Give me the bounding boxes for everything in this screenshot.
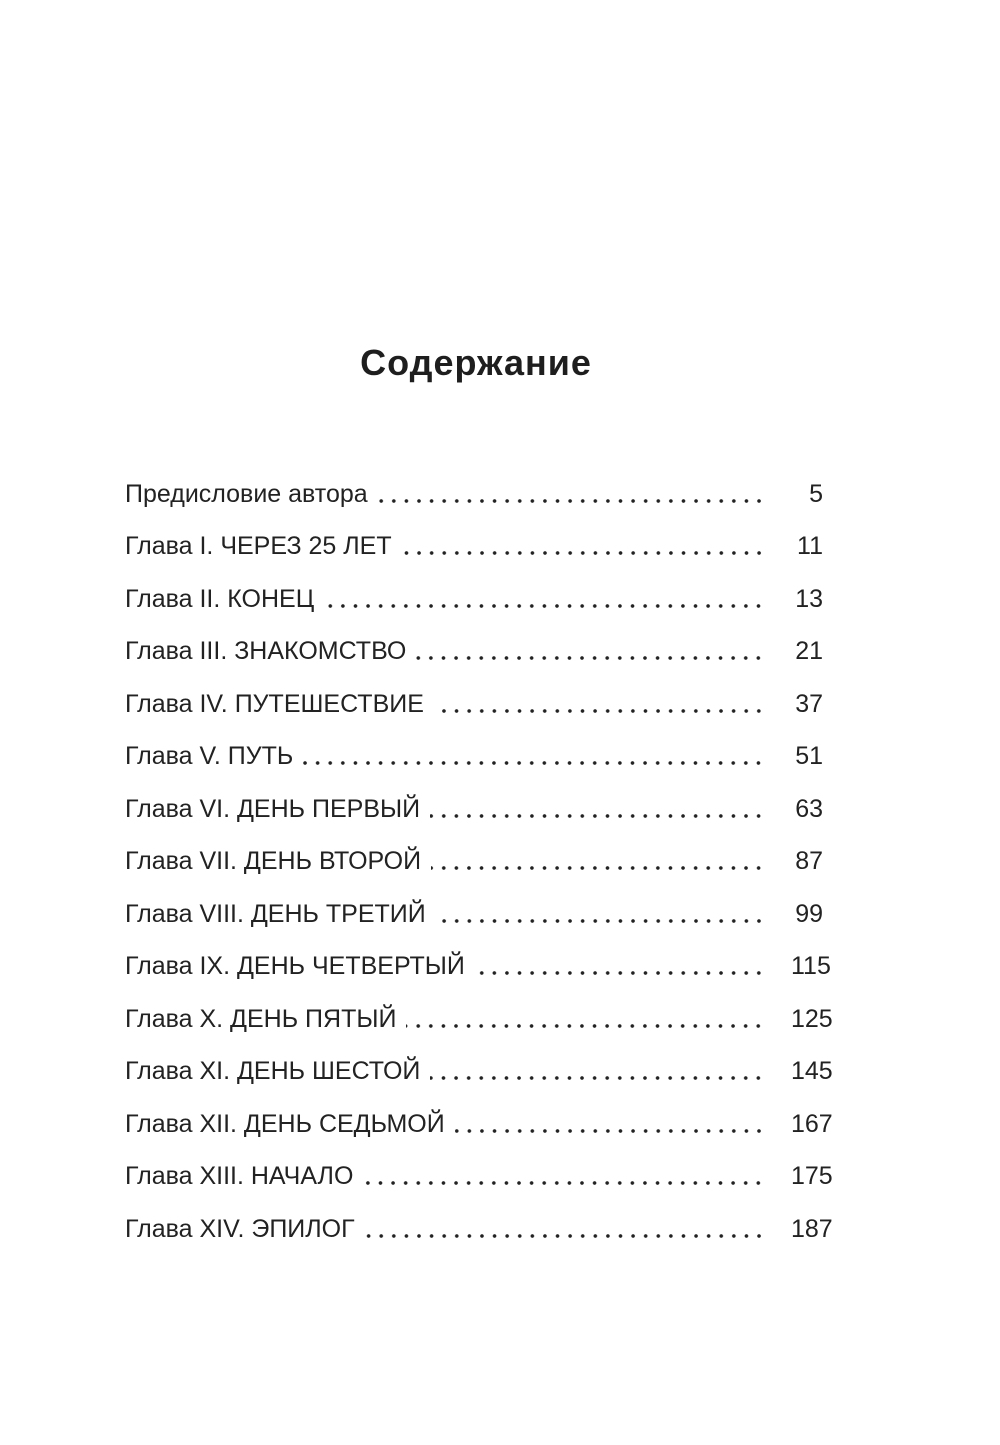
toc-entry-page: 125: [791, 1004, 833, 1033]
toc-entry-page: 99: [795, 899, 823, 928]
leader-dots: [401, 550, 765, 556]
toc-entry-label: Предисловие автора: [125, 479, 368, 508]
leader-dots: [435, 917, 765, 924]
toc-entry: Глава I. ЧЕРЕЗ 25 ЛЕТ 11: [125, 516, 823, 569]
toc-entry: Глава IV. ПУТЕШЕСТВИЕ 37: [125, 673, 823, 726]
toc-entry-label: Глава VII. ДЕНЬ ВТОРОЙ: [125, 847, 422, 875]
toc-entry-page: 175: [791, 1162, 833, 1190]
leader-dots: [431, 865, 765, 871]
toc-entry: Глава V. ПУТЬ 51: [125, 726, 823, 779]
toc-entry: Глава II. КОНЕЦ 13: [125, 568, 823, 621]
toc-entry: Глава XIV. ЭПИЛОГ 187: [125, 1198, 833, 1251]
leader-dots: [364, 1232, 765, 1239]
toc-entry: Глава VIII. ДЕНЬ ТРЕТИЙ 99: [125, 883, 823, 936]
toc-entry: Глава IX. ДЕНЬ ЧЕТВЕРТЫЙ 115: [125, 936, 831, 989]
toc-entry-page: 5: [809, 479, 823, 508]
toc-entry-label: Глава IX. ДЕНЬ ЧЕТВЕРТЫЙ: [125, 952, 465, 980]
toc-entry-label: Глава X. ДЕНЬ ПЯТЫЙ: [125, 1004, 397, 1033]
toc-entry-label: Глава XII. ДЕНЬ СЕДЬМОЙ: [125, 1109, 445, 1138]
toc-entry-page: 115: [791, 952, 831, 980]
leader-dots: [430, 812, 765, 819]
leader-dots: [430, 1075, 765, 1081]
toc-entry-page: 11: [797, 532, 823, 560]
toc-entry-page: 187: [791, 1214, 833, 1243]
leader-dots: [406, 1022, 765, 1029]
leader-dots: [377, 497, 765, 504]
leader-dots: [303, 760, 765, 766]
toc-entry-page: 51: [795, 742, 823, 770]
toc-entry: Глава XII. ДЕНЬ СЕДЬМОЙ 167: [125, 1093, 833, 1146]
toc-entry-page: 13: [795, 584, 823, 613]
toc-entry: Глава VI. ДЕНЬ ПЕРВЫЙ 63: [125, 778, 823, 831]
toc-entry-label: Глава V. ПУТЬ: [125, 742, 294, 770]
leader-dots: [433, 707, 765, 714]
leader-dots: [324, 602, 765, 609]
toc-entry: Глава XI. ДЕНЬ ШЕСТОЙ 145: [125, 1041, 833, 1094]
toc-entry-label: Глава II. КОНЕЦ: [125, 584, 315, 613]
toc-entry-label: Глава XI. ДЕНЬ ШЕСТОЙ: [125, 1057, 421, 1085]
leader-dots: [474, 970, 765, 976]
toc-entry: Глава VII. ДЕНЬ ВТОРОЙ 87: [125, 831, 823, 884]
toc-entry: Глава X. ДЕНЬ ПЯТЫЙ 125: [125, 988, 833, 1041]
toc-entry-label: Глава VI. ДЕНЬ ПЕРВЫЙ: [125, 794, 421, 823]
toc-entry: Предисловие автора 5: [125, 463, 823, 516]
toc-entry-page: 167: [791, 1109, 833, 1138]
toc-entry-page: 21: [795, 637, 823, 665]
leader-dots: [363, 1180, 765, 1186]
leader-dots: [416, 655, 765, 661]
toc-entry: Глава XIII. НАЧАЛО 175: [125, 1146, 833, 1199]
toc-entry-label: Глава VIII. ДЕНЬ ТРЕТИЙ: [125, 899, 426, 928]
toc-entry-page: 63: [795, 794, 823, 823]
toc-entry-label: Глава III. ЗНАКОМСТВО: [125, 637, 407, 665]
toc-entry-label: Глава XIII. НАЧАЛО: [125, 1162, 354, 1190]
leader-dots: [454, 1127, 765, 1134]
toc-entry-label: Глава IV. ПУТЕШЕСТВИЕ: [125, 689, 424, 718]
toc-entry-label: Глава XIV. ЭПИЛОГ: [125, 1214, 355, 1243]
page-title: Содержание: [360, 342, 592, 383]
toc-entry-page: 87: [795, 847, 823, 875]
toc-entry-label: Глава I. ЧЕРЕЗ 25 ЛЕТ: [125, 532, 392, 560]
toc-entry-page: 37: [795, 689, 823, 718]
toc-entry-page: 145: [791, 1057, 833, 1085]
table-of-contents: Предисловие автора 5 Глава I. ЧЕРЕЗ 25 ЛЕТ…: [125, 463, 833, 1251]
toc-entry: Глава III. ЗНАКОМСТВО 21: [125, 621, 823, 674]
